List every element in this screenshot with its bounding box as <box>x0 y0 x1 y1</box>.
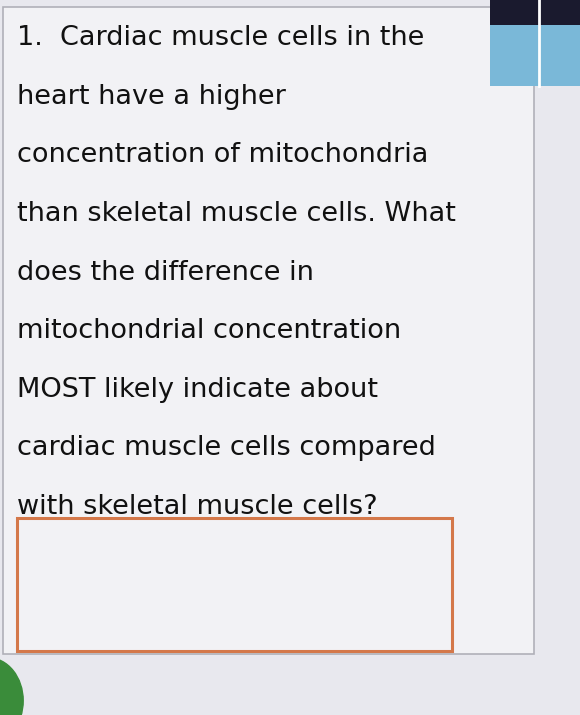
Text: does the difference in: does the difference in <box>17 260 314 285</box>
Text: with skeletal muscle cells?: with skeletal muscle cells? <box>17 494 378 520</box>
Text: concentration of mitochondria: concentration of mitochondria <box>17 142 429 168</box>
Text: heart have a higher: heart have a higher <box>17 84 287 109</box>
Text: cardiac muscle cells compared: cardiac muscle cells compared <box>17 435 436 461</box>
FancyBboxPatch shape <box>490 0 580 25</box>
FancyBboxPatch shape <box>3 7 534 654</box>
FancyBboxPatch shape <box>17 518 452 651</box>
FancyBboxPatch shape <box>490 4 580 86</box>
Text: 1.  Cardiac muscle cells in the: 1. Cardiac muscle cells in the <box>17 25 425 51</box>
Text: MOST likely indicate about: MOST likely indicate about <box>17 377 378 403</box>
Text: mitochondrial concentration: mitochondrial concentration <box>17 318 401 344</box>
Text: than skeletal muscle cells. What: than skeletal muscle cells. What <box>17 201 456 227</box>
Circle shape <box>0 658 23 715</box>
